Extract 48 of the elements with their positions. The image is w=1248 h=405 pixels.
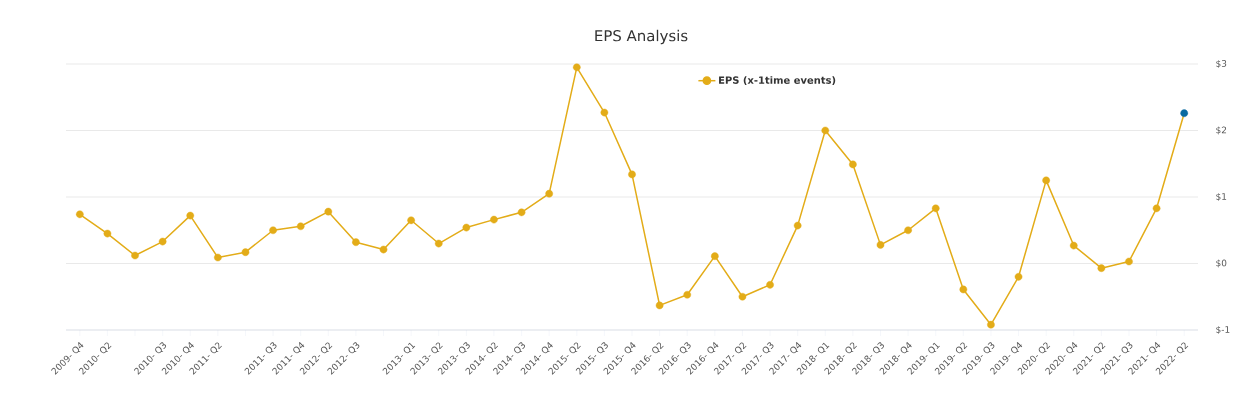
point — [241, 248, 250, 256]
point — [76, 210, 84, 219]
point — [793, 221, 802, 230]
point — [1125, 257, 1133, 266]
point — [131, 251, 139, 260]
y-tick-label: $2 — [1216, 126, 1227, 135]
legend-label: EPS (x-1time events) — [719, 76, 836, 86]
point — [1180, 109, 1189, 118]
point — [876, 241, 885, 249]
point — [214, 253, 222, 262]
point — [1042, 176, 1050, 185]
point — [379, 245, 388, 254]
point — [600, 108, 609, 117]
point — [158, 237, 167, 246]
point — [490, 215, 498, 224]
point — [296, 222, 305, 231]
point — [683, 290, 692, 299]
point — [434, 239, 443, 248]
point — [655, 301, 664, 310]
point — [407, 216, 415, 225]
y-tick-label: $-1 — [1216, 325, 1230, 335]
point — [1097, 264, 1106, 272]
point — [103, 229, 112, 238]
point — [352, 238, 360, 247]
point — [572, 63, 581, 72]
point — [738, 292, 747, 301]
y-tick-label: $1 — [1216, 192, 1227, 202]
point — [628, 170, 636, 179]
point — [545, 189, 553, 198]
point — [959, 285, 968, 294]
point — [186, 211, 195, 220]
y-tick-label: $3 — [1216, 59, 1227, 69]
point — [1014, 273, 1023, 281]
point — [517, 208, 526, 217]
point — [1069, 241, 1078, 250]
point — [1152, 204, 1161, 213]
point — [821, 126, 830, 135]
point — [462, 223, 471, 232]
chart-title: EPS Analysis — [595, 29, 688, 45]
point — [931, 204, 940, 213]
point — [904, 226, 912, 235]
point — [324, 207, 333, 216]
point — [269, 226, 277, 235]
point — [711, 252, 719, 260]
point — [849, 160, 857, 169]
point — [987, 320, 995, 329]
y-tick-label: $0 — [1216, 259, 1227, 268]
point — [766, 280, 774, 289]
